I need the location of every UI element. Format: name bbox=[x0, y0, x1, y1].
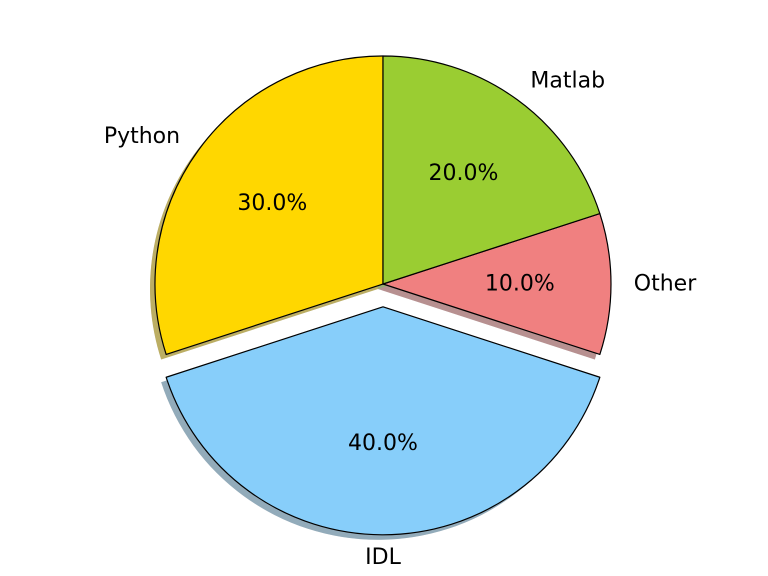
pie-category-label-python: Python bbox=[104, 124, 180, 149]
pie-slice-layer bbox=[154, 55, 612, 536]
pie-category-label-idl: IDL bbox=[365, 545, 401, 570]
pie-percent-label-matlab: 20.0% bbox=[428, 161, 498, 186]
pie-label-layer: 30.0% Python 40.0% IDL 10.0% Other 20.0% Matlab bbox=[104, 69, 697, 571]
pie-percent-label-python: 30.0% bbox=[237, 191, 307, 216]
pie-slice-other bbox=[382, 212, 612, 356]
pie-percent-label-other: 10.0% bbox=[485, 272, 555, 297]
pie-slice-idl bbox=[165, 306, 601, 536]
pie-slice-python bbox=[154, 55, 384, 356]
pie-slice-matlab bbox=[382, 55, 601, 285]
pie-category-label-matlab: Matlab bbox=[530, 69, 605, 94]
pie-percent-label-idl: 40.0% bbox=[348, 431, 418, 456]
pie-category-label-other: Other bbox=[634, 272, 697, 297]
